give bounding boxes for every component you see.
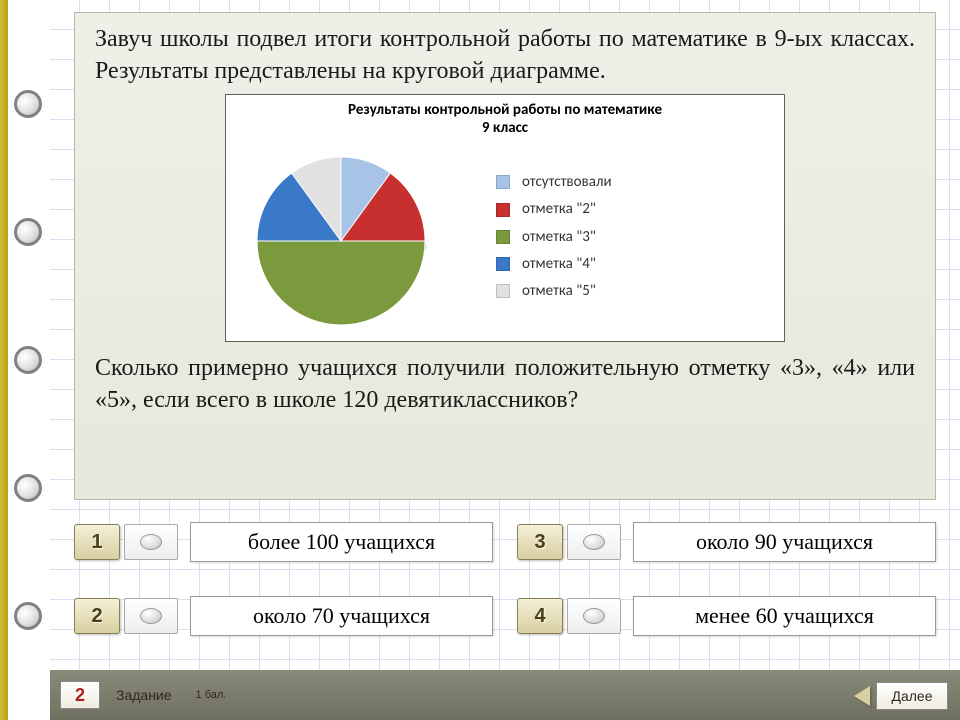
legend-label: отсутствовали — [522, 172, 612, 192]
legend-label: отметка "2" — [522, 199, 596, 219]
answer-option: 4 менее 60 учащихся — [517, 588, 936, 644]
answer-option: 2 около 70 учащихся — [74, 588, 493, 644]
legend-swatch — [496, 230, 510, 244]
answer-option: 3 около 90 учащихся — [517, 514, 936, 570]
answer-number-badge: 3 — [517, 524, 563, 560]
radio-dot-icon — [583, 534, 605, 550]
pie-wrap — [236, 137, 456, 337]
legend-label: отметка "5" — [522, 281, 596, 301]
spiral-ring — [14, 218, 42, 246]
question-card: Завуч школы подвел итоги контрольной раб… — [74, 12, 936, 500]
chart-title-line2: 9 класс — [482, 119, 528, 137]
spiral-ring — [14, 90, 42, 118]
question-paragraph-1: Завуч школы подвел итоги контрольной раб… — [95, 23, 915, 88]
next-button-label: Далее — [891, 688, 932, 704]
next-button[interactable]: Далее — [854, 682, 948, 710]
notebook-page: Завуч школы подвел итоги контрольной раб… — [50, 0, 960, 720]
legend-swatch — [496, 203, 510, 217]
spiral-ring — [14, 474, 42, 502]
pie-chart-container: Результаты контрольной работы по математ… — [225, 94, 785, 342]
answer-option: 1 более 100 учащихся — [74, 514, 493, 570]
legend-item: отсутствовали — [496, 172, 736, 192]
legend-item: отметка "3" — [496, 227, 736, 247]
legend-item: отметка "5" — [496, 281, 736, 301]
arrow-left-icon — [854, 686, 870, 706]
legend-item: отметка "4" — [496, 254, 736, 274]
chart-legend: отсутствовали отметка "2" отметка "3" отмет… — [456, 165, 736, 308]
pie-slice — [257, 241, 425, 325]
answer-text: около 90 учащихся — [633, 522, 936, 562]
answer-number-badge: 1 — [74, 524, 120, 560]
legend-swatch — [496, 284, 510, 298]
legend-item: отметка "2" — [496, 199, 736, 219]
answer-text: менее 60 учащихся — [633, 596, 936, 636]
legend-label: отметка "3" — [522, 227, 596, 247]
spiral-ring — [14, 602, 42, 630]
next-button-box: Далее — [876, 682, 948, 710]
question-number: 2 — [75, 685, 85, 706]
answer-text: более 100 учащихся — [190, 522, 493, 562]
legend-label: отметка "4" — [522, 254, 596, 274]
answer-number-badge: 4 — [517, 598, 563, 634]
answer-radio[interactable] — [124, 524, 178, 560]
answers-grid: 1 более 100 учащихся 3 около 90 учащихся 2 ок… — [74, 514, 936, 644]
legend-swatch — [496, 175, 510, 189]
chart-title-line1: Результаты контрольной работы по математ… — [348, 101, 662, 119]
legend-swatch — [496, 257, 510, 271]
question-number-box: 2 — [60, 681, 100, 709]
radio-dot-icon — [140, 608, 162, 624]
answer-number-badge: 2 — [74, 598, 120, 634]
answer-radio[interactable] — [567, 524, 621, 560]
chart-body: отсутствовали отметка "2" отметка "3" отмет… — [236, 137, 774, 337]
chart-title: Результаты контрольной работы по математ… — [236, 101, 774, 137]
spiral-binding — [0, 0, 50, 720]
radio-dot-icon — [140, 534, 162, 550]
pie-chart — [236, 137, 456, 337]
footer-bar: 2 Задание 1 бал. Далее — [50, 670, 960, 720]
question-paragraph-2: Сколько примерно учащихся получили полож… — [95, 352, 915, 417]
answer-radio[interactable] — [124, 598, 178, 634]
answer-radio[interactable] — [567, 598, 621, 634]
task-label: Задание — [116, 687, 172, 703]
answer-text: около 70 учащихся — [190, 596, 493, 636]
points-label: 1 бал. — [196, 689, 227, 701]
radio-dot-icon — [583, 608, 605, 624]
spiral-ring — [14, 346, 42, 374]
